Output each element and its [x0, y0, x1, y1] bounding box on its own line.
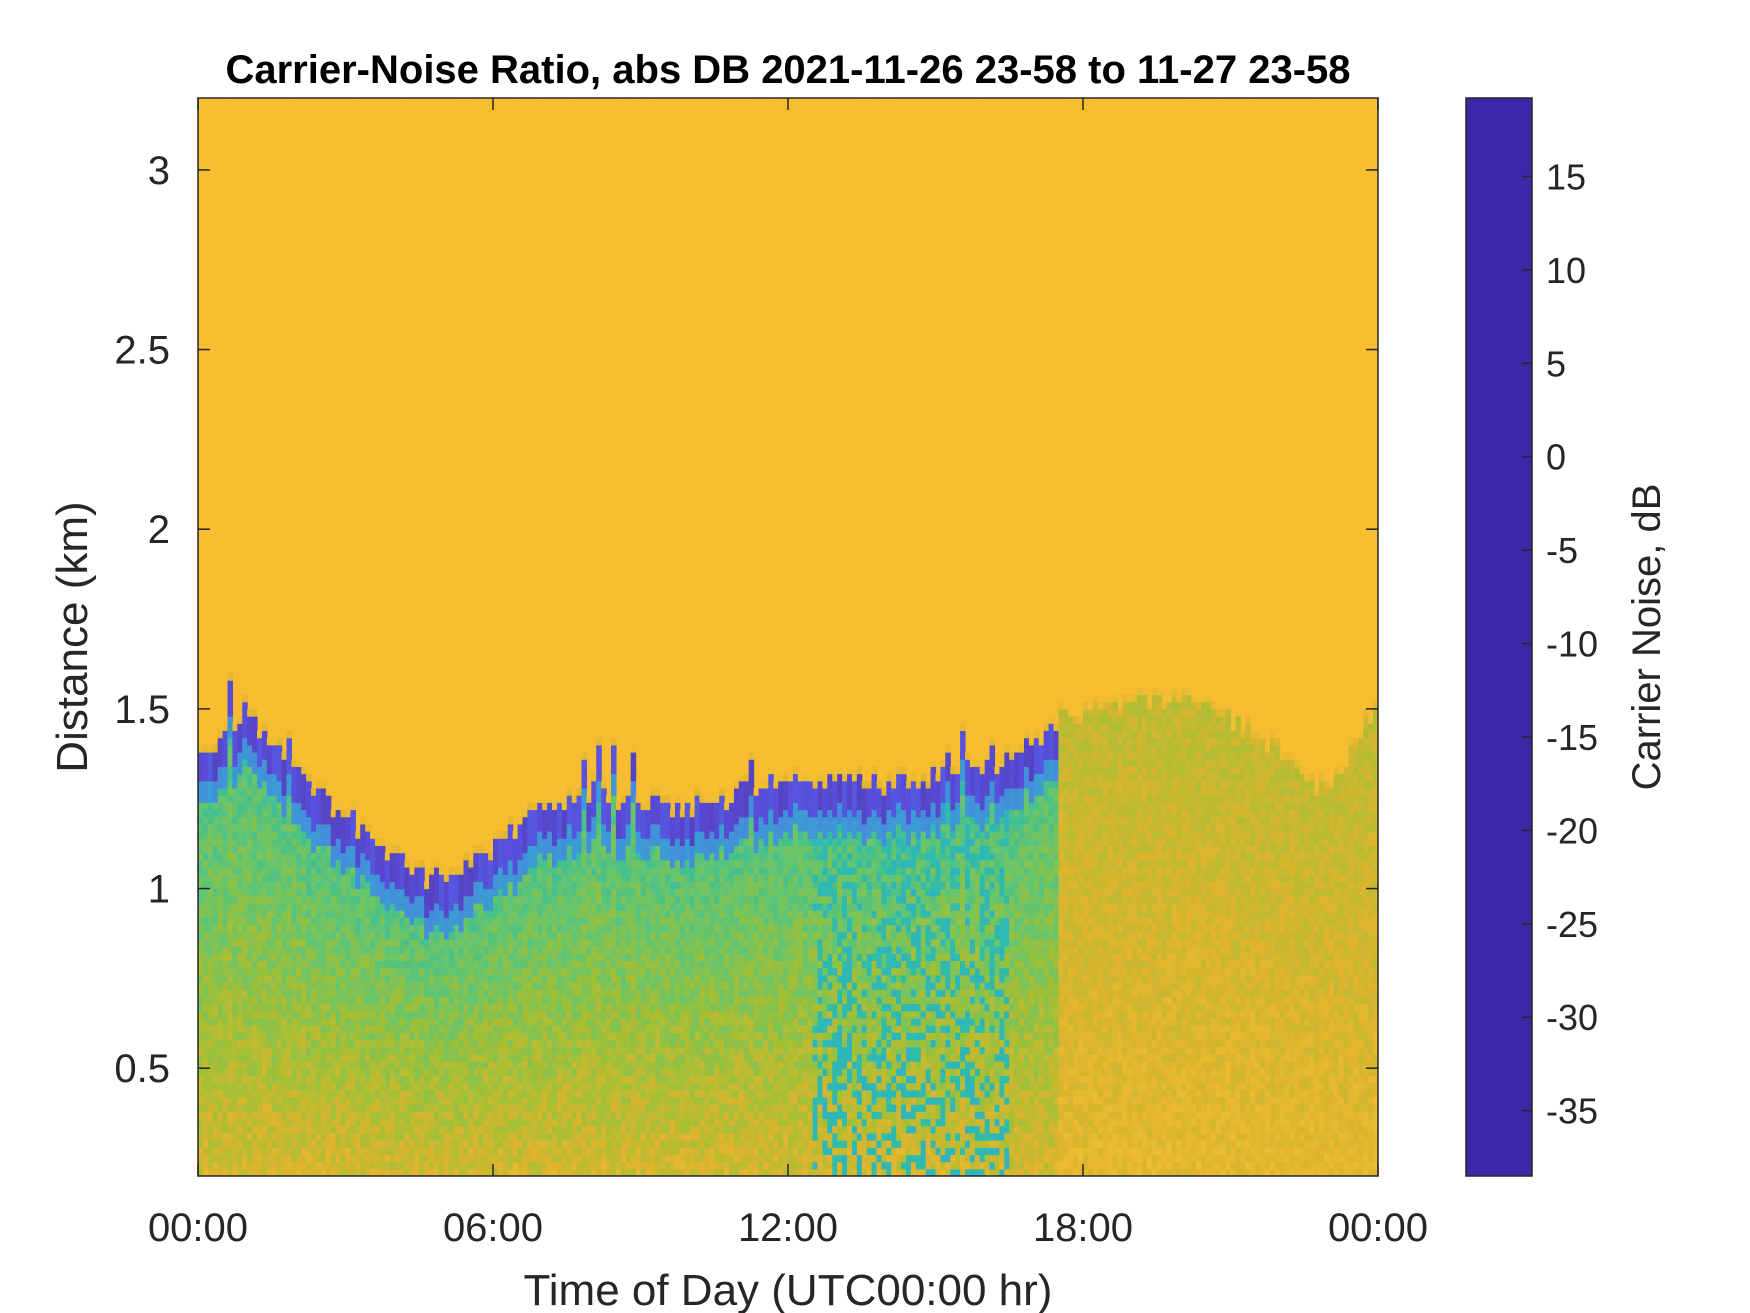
plot-area: [197, 97, 1379, 1177]
chart-title: Carrier-Noise Ratio, abs DB 2021-11-26 2…: [225, 48, 1350, 92]
